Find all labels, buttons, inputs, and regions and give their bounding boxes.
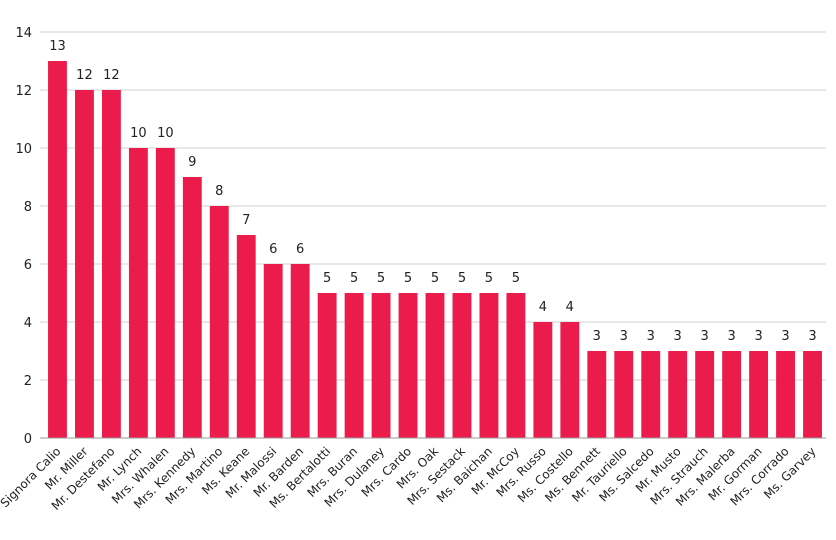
- bar: [128, 148, 148, 438]
- bar: [398, 293, 418, 438]
- bar: [803, 351, 822, 438]
- bar: [371, 293, 391, 438]
- data-label: 13: [49, 39, 66, 54]
- data-label: 5: [485, 271, 493, 286]
- data-label: 5: [458, 271, 466, 286]
- y-tick-label: 10: [15, 142, 32, 157]
- data-label: 10: [130, 126, 147, 141]
- data-label: 3: [754, 329, 762, 344]
- data-label: 12: [103, 68, 120, 83]
- bar: [48, 61, 67, 438]
- data-label: 5: [350, 271, 358, 286]
- data-label: 3: [647, 329, 655, 344]
- bar: [641, 351, 661, 438]
- bar: [533, 322, 553, 438]
- data-label: 5: [377, 271, 385, 286]
- bars: [48, 61, 822, 438]
- bar: [587, 351, 607, 438]
- y-tick-label: 12: [15, 84, 32, 99]
- data-label: 3: [727, 329, 735, 344]
- y-tick-label: 8: [24, 200, 32, 215]
- data-label: 4: [566, 300, 574, 315]
- y-tick-label: 2: [24, 374, 32, 389]
- data-label: 5: [512, 271, 520, 286]
- y-tick-label: 4: [24, 316, 32, 331]
- bar: [452, 293, 472, 438]
- bar: [290, 264, 310, 438]
- bar: [506, 293, 526, 438]
- bar: [560, 322, 580, 438]
- data-label: 3: [620, 329, 628, 344]
- data-label: 6: [296, 242, 304, 257]
- bar: [614, 351, 634, 438]
- data-label: 7: [242, 213, 250, 228]
- data-label: 3: [674, 329, 682, 344]
- data-label: 4: [539, 300, 547, 315]
- data-label: 3: [593, 329, 601, 344]
- data-label: 3: [781, 329, 789, 344]
- y-axis-tick-labels: 0 2 4 6 8 10 12 14: [15, 26, 32, 447]
- data-labels: 13 12 12 10 10 9 8 7 6 6 5 5 5 5 5 5 5 5 4 4 3 3 3 3 3 3 3 3 3: [49, 39, 816, 344]
- bar: [155, 148, 175, 438]
- data-label: 5: [431, 271, 439, 286]
- data-label: 6: [269, 242, 277, 257]
- data-label: 3: [701, 329, 709, 344]
- data-label: 9: [188, 155, 196, 170]
- bar: [209, 206, 229, 438]
- bar: [75, 90, 94, 438]
- data-label: 5: [323, 271, 331, 286]
- bar: [479, 293, 499, 438]
- y-tick-label: 0: [24, 432, 32, 447]
- data-label: 8: [215, 184, 223, 199]
- bar: [722, 351, 742, 438]
- bar: [263, 264, 283, 438]
- bar: [101, 90, 121, 438]
- bar: [182, 177, 202, 438]
- bar: [425, 293, 445, 438]
- y-tick-label: 14: [15, 26, 32, 41]
- bar: [695, 351, 715, 438]
- data-label: 3: [808, 329, 816, 344]
- bar: [317, 293, 337, 438]
- data-label: 12: [76, 68, 93, 83]
- bar: [344, 293, 364, 438]
- y-tick-label: 6: [24, 258, 32, 273]
- bar: [668, 351, 688, 438]
- bar: [236, 235, 256, 438]
- data-label: 5: [404, 271, 412, 286]
- data-label: 10: [157, 126, 174, 141]
- bar: [749, 351, 769, 438]
- bar: [776, 351, 795, 438]
